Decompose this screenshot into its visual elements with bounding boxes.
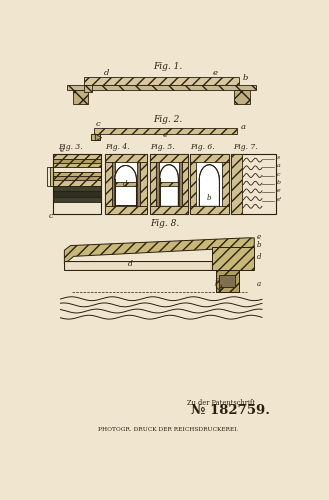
- Text: a: a: [240, 124, 245, 132]
- Text: b: b: [257, 241, 261, 249]
- Polygon shape: [91, 134, 100, 140]
- Text: c: c: [95, 120, 100, 128]
- Bar: [53, 180, 101, 186]
- Text: e: e: [163, 131, 167, 139]
- Bar: [150, 206, 189, 214]
- Bar: [53, 197, 101, 202]
- Bar: [140, 162, 147, 206]
- Text: Fig. 8.: Fig. 8.: [150, 218, 180, 228]
- Bar: [73, 90, 89, 104]
- Text: PHOTOGR. DRUCK DER REICHSDRUCKEREI.: PHOTOGR. DRUCK DER REICHSDRUCKEREI.: [98, 427, 239, 432]
- Text: e: e: [257, 234, 261, 241]
- Bar: [50, 167, 53, 186]
- Text: b: b: [207, 194, 212, 202]
- Polygon shape: [199, 164, 219, 206]
- Text: Fig. 5.: Fig. 5.: [150, 144, 174, 152]
- Bar: [53, 160, 101, 163]
- Bar: [53, 154, 101, 214]
- Bar: [53, 167, 101, 172]
- Text: e: e: [213, 70, 218, 78]
- Text: Fig. 7.: Fig. 7.: [233, 144, 258, 152]
- Bar: [190, 154, 229, 214]
- Bar: [105, 154, 147, 162]
- Bar: [53, 186, 101, 191]
- Bar: [150, 162, 156, 206]
- Text: c: c: [277, 172, 280, 176]
- Text: Fig. 6.: Fig. 6.: [190, 144, 215, 152]
- Bar: [182, 162, 189, 206]
- Bar: [222, 162, 229, 206]
- Bar: [150, 154, 189, 214]
- Text: Fig. 3.: Fig. 3.: [58, 144, 83, 152]
- Text: d: d: [123, 180, 128, 188]
- Bar: [67, 86, 256, 90]
- Bar: [159, 182, 179, 186]
- Bar: [234, 90, 250, 104]
- Bar: [84, 77, 239, 84]
- Polygon shape: [160, 164, 178, 206]
- Bar: [105, 206, 147, 214]
- Bar: [115, 182, 137, 186]
- Bar: [105, 162, 112, 206]
- Bar: [112, 162, 115, 206]
- Bar: [219, 275, 235, 287]
- Bar: [46, 167, 53, 186]
- Text: d: d: [128, 260, 133, 268]
- Text: b: b: [277, 180, 281, 185]
- Text: d: d: [104, 70, 110, 78]
- Bar: [105, 154, 147, 214]
- Text: Fig. 2.: Fig. 2.: [154, 114, 183, 124]
- Text: e': e': [277, 197, 282, 202]
- Text: a: a: [257, 280, 261, 287]
- Text: Zu der Patentschrift: Zu der Patentschrift: [187, 399, 255, 407]
- Bar: [190, 154, 229, 162]
- Bar: [231, 154, 242, 214]
- Text: a: a: [277, 163, 281, 168]
- Bar: [137, 162, 140, 206]
- Text: s: s: [277, 154, 280, 160]
- Bar: [53, 154, 101, 160]
- Text: b: b: [242, 74, 248, 82]
- Bar: [53, 191, 101, 197]
- Bar: [212, 247, 254, 270]
- Bar: [53, 172, 101, 176]
- Bar: [179, 162, 182, 206]
- Text: Fig. 1.: Fig. 1.: [154, 62, 183, 71]
- Text: № 182759.: № 182759.: [191, 404, 270, 417]
- Bar: [64, 261, 212, 270]
- Bar: [190, 162, 196, 206]
- Text: e: e: [277, 188, 281, 194]
- Polygon shape: [84, 84, 91, 91]
- Text: e: e: [60, 146, 64, 154]
- Text: f: f: [214, 278, 217, 286]
- Bar: [66, 262, 210, 268]
- Text: d: d: [257, 254, 261, 262]
- Polygon shape: [95, 134, 102, 141]
- Text: Fig. 4.: Fig. 4.: [106, 144, 130, 152]
- Bar: [91, 134, 100, 140]
- Bar: [156, 162, 159, 206]
- Bar: [215, 270, 239, 292]
- Bar: [53, 176, 101, 180]
- Bar: [190, 206, 229, 214]
- Bar: [53, 163, 101, 167]
- Text: c: c: [48, 212, 53, 220]
- Bar: [231, 154, 276, 214]
- Polygon shape: [64, 238, 254, 264]
- Bar: [150, 154, 189, 162]
- Polygon shape: [115, 166, 137, 205]
- Bar: [94, 128, 237, 134]
